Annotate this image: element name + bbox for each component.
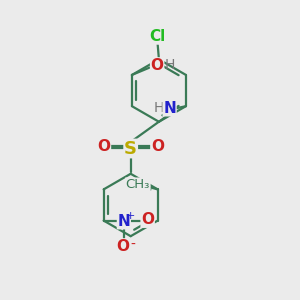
Text: N: N [118, 214, 130, 229]
Text: O: O [141, 212, 154, 227]
Text: +: + [126, 211, 135, 221]
Text: O: O [151, 58, 164, 73]
Text: O: O [151, 139, 164, 154]
Text: O: O [98, 139, 110, 154]
Text: N: N [163, 101, 176, 116]
Text: Cl: Cl [149, 29, 166, 44]
Text: S: S [124, 140, 137, 158]
Text: H: H [164, 58, 175, 72]
Text: CH₃: CH₃ [126, 178, 150, 191]
Text: O: O [116, 239, 129, 254]
Text: H: H [154, 101, 164, 115]
Text: -: - [130, 238, 135, 252]
